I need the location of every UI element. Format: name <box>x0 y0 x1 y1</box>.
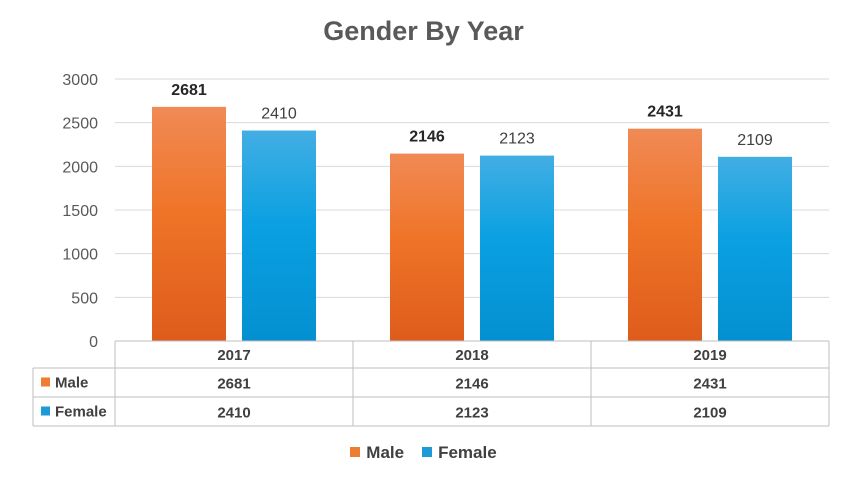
legend-item: Female <box>422 443 497 463</box>
chart-title: Gender By Year <box>323 16 524 46</box>
bar-male <box>628 128 702 341</box>
table-cell: 2123 <box>455 405 488 422</box>
table-cell: 2681 <box>217 376 250 393</box>
legend-label: Female <box>438 443 497 462</box>
table-cell: 2431 <box>693 376 726 393</box>
table-cell: 2109 <box>693 405 726 422</box>
legend-label: Male <box>366 443 405 462</box>
data-label: 2123 <box>499 131 535 148</box>
legend-swatch <box>350 447 361 457</box>
y-tick-label: 1500 <box>62 203 98 220</box>
y-tick-label: 2000 <box>62 159 98 176</box>
data-label: 2146 <box>409 129 445 146</box>
bar-female <box>242 130 316 341</box>
table-key-swatch <box>41 406 50 416</box>
table-series-label: Male <box>55 375 88 392</box>
table-cell: 2146 <box>455 376 488 393</box>
bar-male <box>152 106 226 341</box>
y-tick-label: 500 <box>71 290 98 307</box>
bar-female <box>480 155 554 341</box>
y-tick-label: 2500 <box>62 116 98 133</box>
x-tick-label: 2017 <box>217 347 250 364</box>
data-label: 2431 <box>647 104 683 121</box>
legend-item: Male <box>350 443 404 463</box>
table-series-label: Female <box>55 404 107 421</box>
x-tick-label: 2018 <box>455 347 488 364</box>
legend-swatch <box>422 447 433 457</box>
bar-female <box>718 156 792 341</box>
y-tick-label: 0 <box>89 334 98 351</box>
bar-male <box>390 153 464 341</box>
chart-legend: Male Female <box>0 443 847 463</box>
x-tick-label: 2019 <box>693 347 726 364</box>
data-label: 2109 <box>737 132 773 149</box>
data-label: 2410 <box>261 106 297 123</box>
table-cell: 2410 <box>217 405 250 422</box>
table-key-swatch <box>41 377 50 387</box>
y-tick-label: 3000 <box>62 72 98 89</box>
y-tick-label: 1000 <box>62 247 98 264</box>
data-label: 2681 <box>171 82 207 99</box>
